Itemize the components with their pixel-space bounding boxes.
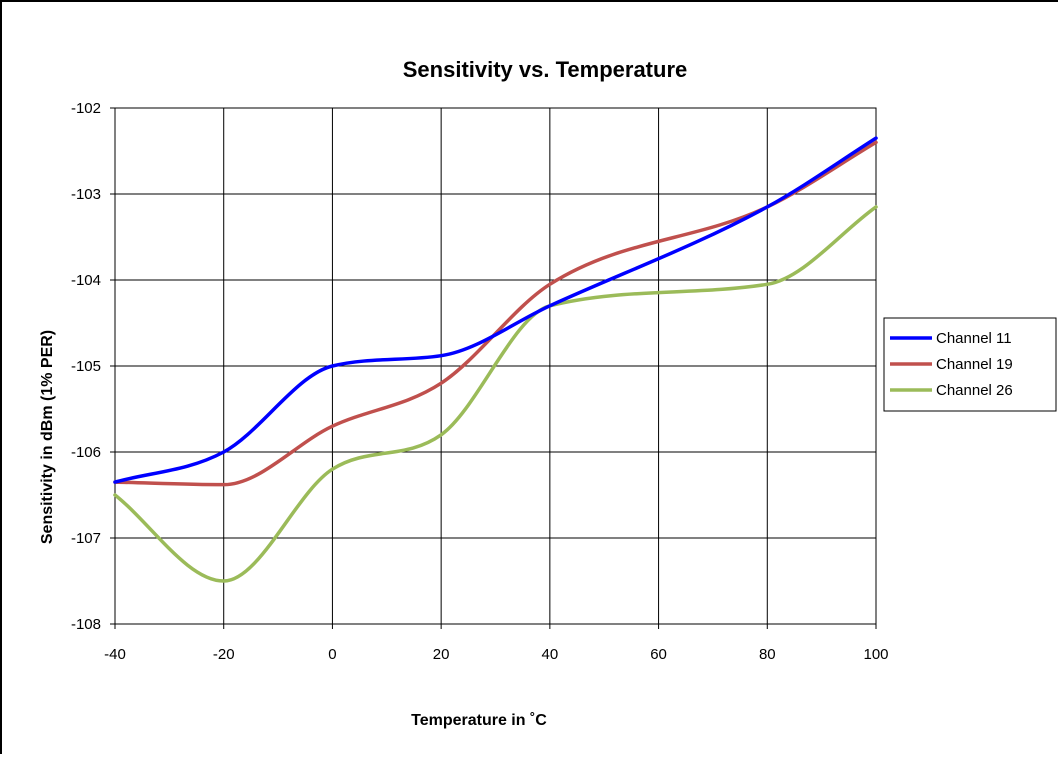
- x-tick-label: -40: [104, 646, 126, 663]
- x-axis-title: Temperature in ˚C: [411, 712, 547, 729]
- series-line-channel-26: [113, 205, 878, 583]
- x-tick-label: 40: [542, 646, 559, 663]
- y-tick-label: -102: [71, 100, 101, 117]
- y-tick-label: -103: [71, 186, 101, 203]
- y-tick-label: -107: [71, 530, 101, 547]
- legend-label: Channel 19: [936, 356, 1013, 373]
- y-tick-label: -105: [71, 358, 101, 375]
- x-tick-label: 80: [759, 646, 776, 663]
- y-tick-label: -108: [71, 616, 101, 633]
- series-layer: [113, 136, 878, 583]
- x-tick-label: 60: [650, 646, 667, 663]
- grid-layer: [114, 107, 877, 625]
- x-tick-label: 0: [328, 646, 336, 663]
- legend-label: Channel 26: [936, 382, 1013, 399]
- legend-label: Channel 11: [936, 330, 1012, 347]
- legend-items: Channel 11 Channel 19 Channel 26: [890, 330, 1013, 399]
- series-line-channel-11: [113, 136, 878, 484]
- y-tick-label: -106: [71, 444, 101, 461]
- x-tick-label: 100: [863, 646, 888, 663]
- x-tick-label: 20: [433, 646, 450, 663]
- x-tick-labels: -40 -20 0 20 40 60 80 100: [104, 624, 889, 663]
- y-axis-title: Sensitivity in dBm (1% PER): [39, 330, 56, 544]
- y-tick-labels: -108 -107 -106 -105 -104 -103 -102: [71, 100, 115, 633]
- chart-title: Sensitivity vs. Temperature: [403, 57, 688, 82]
- x-tick-label: -20: [213, 646, 235, 663]
- legend: Channel 11 Channel 19 Channel 26: [883, 317, 1057, 412]
- y-tick-label: -104: [71, 272, 101, 289]
